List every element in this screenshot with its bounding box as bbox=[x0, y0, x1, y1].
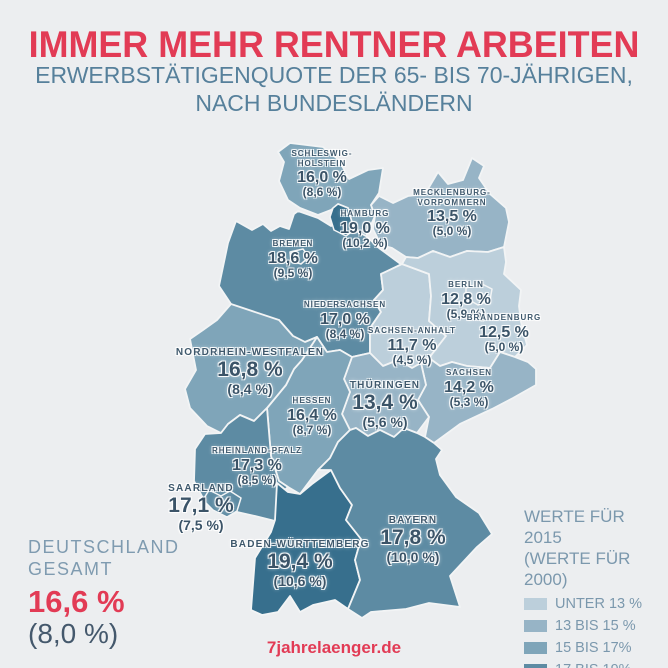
state-label-bayern: BAYERN 17,8 % (10,0 %) bbox=[380, 515, 445, 565]
state-value-2015: 12,5 % bbox=[479, 323, 529, 341]
state-name: SACHSEN bbox=[445, 368, 493, 377]
state-value-2000: (4,5 %) bbox=[392, 352, 432, 367]
state-value-2015: 17,0 % bbox=[320, 310, 370, 328]
state-name: RHEINLAND-PFALZ bbox=[211, 446, 303, 455]
state-label-schleswig-holstein: SCHLESWIG- HOLSTEIN 16,0 % (8,6 %) bbox=[291, 149, 352, 199]
state-label-thueringen: THÜRINGEN 13,4 % (5,6 %) bbox=[350, 380, 420, 430]
state-name: BERLIN bbox=[448, 280, 484, 289]
legend-swatch-icon bbox=[524, 598, 547, 610]
state-shape-berlin bbox=[465, 282, 493, 306]
legend-item: 13 BIS 15 % bbox=[524, 618, 664, 634]
state-name: BRANDENBURG bbox=[466, 313, 542, 322]
state-value-2000: (5,0 %) bbox=[484, 339, 524, 354]
state-name: NORDRHEIN-WESTFALEN bbox=[175, 347, 325, 358]
state-value-2015: 16,0 % bbox=[297, 169, 347, 186]
state-label-niedersachsen: NIEDERSACHSEN 17,0 % (8,4 %) bbox=[304, 300, 386, 341]
state-name: MECKLENBURG- VORPOMMERN bbox=[413, 188, 491, 207]
state-value-2015: 16,8 % bbox=[217, 358, 283, 381]
state-shape-saarland bbox=[202, 489, 242, 518]
state-value-2000: (7,5 %) bbox=[178, 517, 224, 533]
state-name: SAARLAND bbox=[168, 483, 234, 494]
state-name: BADEN-WÜRTTEMBERG bbox=[230, 539, 370, 550]
state-value-2015: 13,5 % bbox=[427, 208, 477, 225]
germany-total-label: DEUTSCHLAND GESAMT bbox=[28, 537, 180, 579]
germany-total-value-2000: (8,0 %) bbox=[28, 618, 119, 649]
state-name: HESSEN bbox=[292, 396, 332, 405]
state-value-2000: (10,6 %) bbox=[273, 573, 327, 589]
state-shape-brandenburg bbox=[401, 246, 528, 369]
state-value-2015: 13,4 % bbox=[352, 391, 418, 414]
legend-swatch-icon bbox=[524, 642, 547, 654]
state-value-2015: 17,3 % bbox=[232, 456, 282, 474]
state-label-brandenburg: BRANDENBURG 12,5 % (5,0 %) bbox=[467, 313, 542, 354]
state-label-saarland: SAARLAND 17,1 % (7,5 %) bbox=[168, 483, 234, 533]
state-value-2015: 11,7 % bbox=[387, 336, 437, 354]
legend-item: 15 BIS 17% bbox=[524, 640, 664, 656]
state-value-2015: 14,2 % bbox=[444, 378, 494, 396]
state-value-2000: (8,4 %) bbox=[227, 381, 273, 397]
state-value-2000: (10,2 %) bbox=[342, 235, 388, 250]
legend-item: 17 BIS 19% bbox=[524, 662, 664, 668]
legend-title: WERTE FÜR 2015 (WERTE FÜR 2000) bbox=[524, 507, 631, 589]
state-label-nordrhein-westfalen: NORDRHEIN-WESTFALEN 16,8 % (8,4 %) bbox=[176, 347, 324, 397]
state-value-2000: (5,6 %) bbox=[362, 414, 408, 430]
state-value-2000: (8,4 %) bbox=[325, 326, 365, 341]
legend-swatch-icon bbox=[524, 664, 547, 668]
state-value-2015: 19,0 % bbox=[340, 219, 390, 237]
state-label-mecklenburg-vorpommern: MECKLENBURG- VORPOMMERN 13,5 % (5,0 %) bbox=[413, 188, 491, 238]
state-name: BREMEN bbox=[272, 239, 314, 248]
state-name: BAYERN bbox=[388, 515, 438, 526]
state-shape-hamburg bbox=[329, 203, 355, 237]
state-value-2000: (8,6 %) bbox=[302, 185, 342, 199]
map-legend: WERTE FÜR 2015 (WERTE FÜR 2000) UNTER 13… bbox=[524, 506, 664, 668]
state-value-2000: (5,3 %) bbox=[449, 394, 489, 409]
state-label-bremen: BREMEN 18,6 % (9,5 %) bbox=[268, 239, 318, 280]
state-value-2015: 19,4 % bbox=[267, 550, 333, 573]
state-value-2000: (5,0 %) bbox=[432, 224, 472, 238]
state-shape-mecklenburg-vorpommern bbox=[370, 157, 510, 259]
legend-item: UNTER 13 % bbox=[524, 596, 664, 612]
state-label-sachsen: SACHSEN 14,2 % (5,3 %) bbox=[444, 368, 494, 409]
state-value-2000: (8,5 %) bbox=[237, 472, 277, 487]
page-title: IMMER MEHR RENTNER ARBEITEN bbox=[28, 24, 640, 65]
state-value-2015: 18,6 % bbox=[268, 249, 318, 267]
page-subtitle: ERWERBSTÄTIGENQUOTE DER 65- BIS 70-JÄHRI… bbox=[35, 62, 633, 116]
state-value-2000: (8,7 %) bbox=[292, 422, 332, 437]
state-value-2015: 17,8 % bbox=[380, 526, 446, 549]
state-label-baden-wuerttemberg: BADEN-WÜRTTEMBERG 19,4 % (10,6 %) bbox=[230, 539, 369, 589]
state-name: HAMBURG bbox=[340, 209, 390, 218]
state-shape-bayern bbox=[317, 427, 493, 619]
website-url: 7jahrelaenger.de bbox=[266, 638, 402, 657]
state-value-2000: (5,9 %) bbox=[446, 306, 486, 321]
state-value-2000: (10,0 %) bbox=[386, 549, 440, 565]
state-name: SCHLESWIG- HOLSTEIN bbox=[291, 149, 353, 168]
germany-total-value-2015: 16,6 % bbox=[28, 584, 125, 619]
legend-swatch-icon bbox=[524, 620, 547, 632]
state-label-hamburg: HAMBURG 19,0 % (10,2 %) bbox=[340, 209, 390, 250]
germany-total-block: DEUTSCHLAND GESAMT 16,6 % (8,0 %) bbox=[28, 536, 180, 650]
state-value-2015: 17,1 % bbox=[168, 494, 234, 517]
state-value-2000: (9,5 %) bbox=[273, 265, 313, 280]
state-name: NIEDERSACHSEN bbox=[303, 300, 387, 309]
state-label-sachsen-anhalt: SACHSEN-ANHALT 11,7 % (4,5 %) bbox=[368, 326, 456, 367]
state-label-hessen: HESSEN 16,4 % (8,7 %) bbox=[287, 396, 337, 437]
state-value-2015: 16,4 % bbox=[287, 406, 337, 424]
state-label-rheinland-pfalz: RHEINLAND-PFALZ 17,3 % (8,5 %) bbox=[212, 446, 302, 487]
state-name: SACHSEN-ANHALT bbox=[367, 326, 457, 335]
state-value-2015: 12,8 % bbox=[441, 290, 491, 308]
state-shape-bremen bbox=[289, 248, 310, 265]
state-label-berlin: BERLIN 12,8 % (5,9 %) bbox=[441, 280, 491, 321]
state-name: THÜRINGEN bbox=[349, 380, 421, 391]
